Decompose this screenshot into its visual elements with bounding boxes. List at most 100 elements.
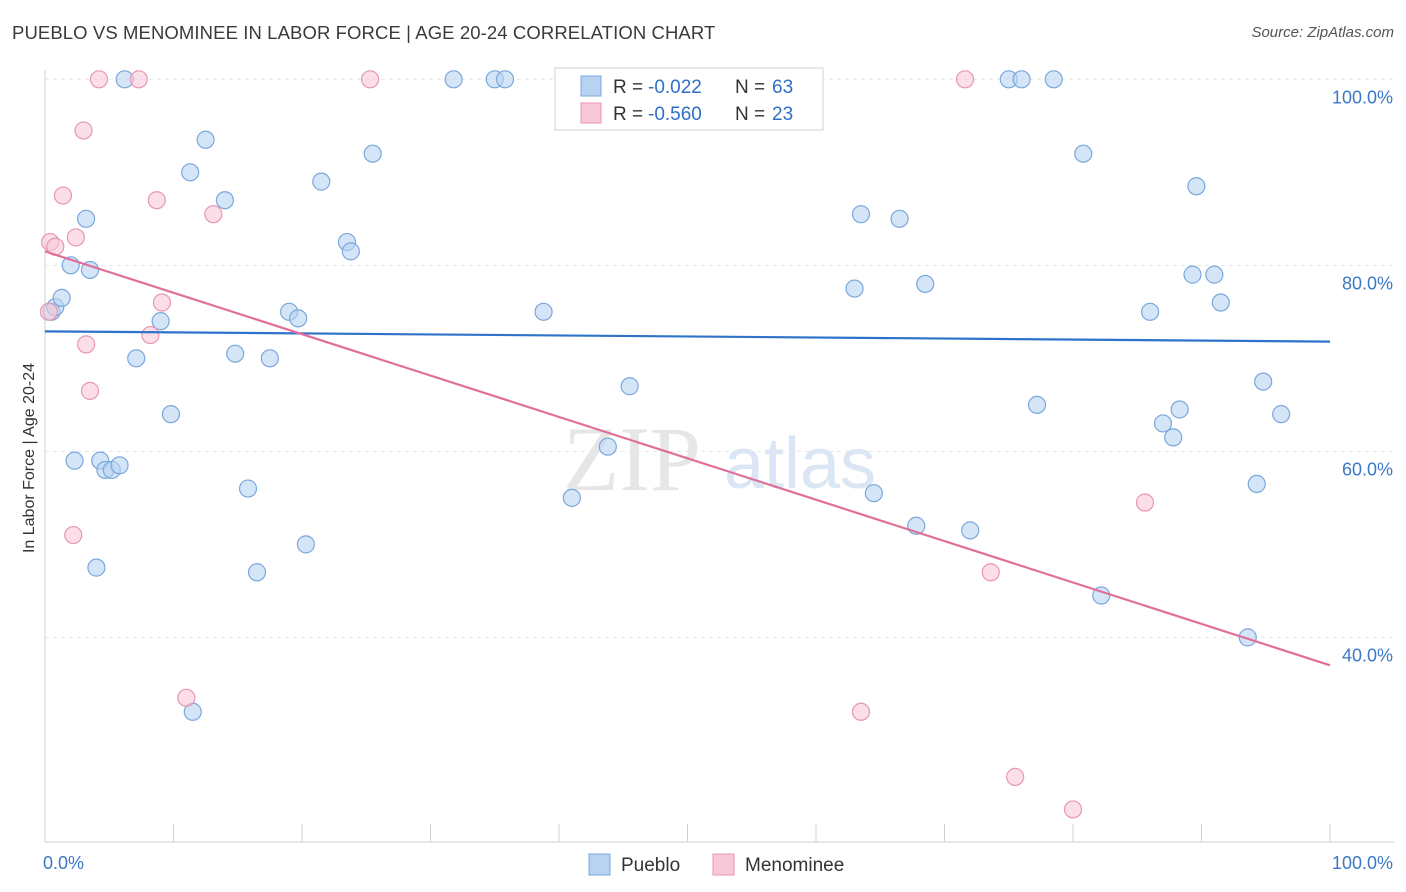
point-pueblo-19 <box>260 349 279 368</box>
point-pueblo-5 <box>77 209 96 228</box>
watermark: ZIP atlas <box>563 408 876 510</box>
point-pueblo-42 <box>916 274 935 294</box>
legend-r-value-pueblo: -0.022 <box>648 77 702 98</box>
point-menominee-6 <box>129 70 148 89</box>
point-menominee-21 <box>1063 800 1083 819</box>
bottom-legend-label-menominee: Menominee <box>745 855 844 876</box>
point-menominee-17 <box>851 702 871 721</box>
legend-r-label-menominee: R = <box>613 104 643 125</box>
chart-title: PUEBLO VS MENOMINEE IN LABOR FORCE | AGE… <box>12 22 716 43</box>
trend-line-menominee <box>44 250 1331 667</box>
point-pueblo-48 <box>1027 395 1047 414</box>
point-pueblo-61 <box>1272 405 1291 424</box>
point-pueblo-28 <box>247 563 267 582</box>
point-menominee-8 <box>204 205 223 224</box>
point-pueblo-58 <box>1211 293 1230 312</box>
point-menominee-3 <box>53 186 73 205</box>
point-menominee-15 <box>64 525 83 545</box>
point-pueblo-16 <box>151 312 170 331</box>
point-pueblo-41 <box>864 484 883 503</box>
x-tick-label-0: 0.0% <box>43 853 84 873</box>
point-menominee-13 <box>77 335 96 354</box>
point-pueblo-20 <box>161 405 181 424</box>
point-menominee-5 <box>89 70 109 89</box>
x-tick-labels: 0.0% 100.0% <box>43 853 1393 873</box>
legend-n-label-menominee: N = <box>735 104 765 125</box>
legend-r-value-menominee: -0.560 <box>648 104 702 125</box>
source-label: Source: ZipAtlas.com <box>1251 24 1394 41</box>
legend-n-label-pueblo: N = <box>735 77 765 98</box>
point-pueblo-17 <box>127 349 146 368</box>
y-tick-label-80: 80.0% <box>1342 273 1393 293</box>
point-pueblo-8 <box>181 163 200 182</box>
point-pueblo-25 <box>110 456 129 475</box>
point-pueblo-2 <box>52 288 71 307</box>
point-pueblo-53 <box>1164 428 1183 447</box>
point-pueblo-15 <box>289 309 308 328</box>
bottom-legend-swatch-pueblo <box>588 853 611 876</box>
point-menominee-20 <box>1006 767 1025 786</box>
point-pueblo-36 <box>598 437 617 456</box>
bottom-legend: Pueblo Menominee <box>588 853 844 876</box>
grid-lines <box>45 78 1394 638</box>
point-menominee-12 <box>141 325 160 345</box>
point-menominee-14 <box>80 381 100 400</box>
y-tick-labels: 40.0% 60.0% 80.0% 100.0% <box>1332 87 1393 665</box>
bottom-legend-swatch-menominee <box>712 853 735 876</box>
point-pueblo-46 <box>1044 70 1063 89</box>
point-pueblo-54 <box>1170 400 1189 419</box>
bottom-legend-label-pueblo: Pueblo <box>621 855 680 876</box>
point-pueblo-47 <box>1074 144 1093 163</box>
point-pueblo-4 <box>80 260 100 280</box>
point-pueblo-7 <box>196 130 215 149</box>
point-menominee-2 <box>66 228 85 247</box>
point-menominee-10 <box>955 70 975 89</box>
point-pueblo-38 <box>845 279 864 298</box>
point-pueblo-27 <box>87 558 106 577</box>
point-pueblo-37 <box>562 488 581 507</box>
point-pueblo-52 <box>1153 414 1173 433</box>
point-pueblo-39 <box>851 205 871 224</box>
point-pueblo-31 <box>444 70 463 89</box>
legend-n-value-pueblo: 63 <box>772 77 793 98</box>
legend-r-label-pueblo: R = <box>613 77 643 98</box>
point-menominee-16 <box>177 688 196 707</box>
point-pueblo-33 <box>495 70 515 89</box>
point-pueblo-51 <box>1140 302 1160 321</box>
legend-swatch-pueblo <box>580 75 602 97</box>
point-pueblo-18 <box>226 344 245 363</box>
y-tick-label-60: 60.0% <box>1342 459 1393 479</box>
point-menominee-18 <box>981 563 1000 582</box>
point-pueblo-35 <box>620 377 639 396</box>
point-pueblo-59 <box>1254 372 1273 391</box>
legend: R = -0.022 N = 63 R = -0.560 N = 23 <box>554 67 824 131</box>
y-tick-label-40: 40.0% <box>1342 645 1393 665</box>
point-pueblo-62 <box>1238 628 1257 647</box>
point-pueblo-10 <box>312 172 331 191</box>
trend-lines <box>44 250 1331 667</box>
watermark-atlas: atlas <box>724 424 876 504</box>
point-pueblo-55 <box>1183 265 1202 284</box>
y-tick-label-100: 100.0% <box>1332 87 1393 107</box>
point-menominee-4 <box>74 121 93 140</box>
point-pueblo-60 <box>1247 474 1266 494</box>
point-pueblo-49 <box>961 521 980 540</box>
point-menominee-9 <box>361 70 380 89</box>
point-pueblo-29 <box>296 535 315 554</box>
watermark-zip: ZIP <box>563 408 701 510</box>
data-points <box>39 70 1291 819</box>
point-pueblo-11 <box>363 144 382 163</box>
point-pueblo-56 <box>1187 177 1206 196</box>
legend-n-value-menominee: 23 <box>772 104 793 125</box>
trend-line-pueblo <box>44 330 1331 343</box>
point-pueblo-57 <box>1205 265 1224 284</box>
point-menominee-7 <box>147 191 166 210</box>
point-pueblo-13 <box>341 242 360 261</box>
point-pueblo-26 <box>238 479 258 498</box>
point-pueblo-21 <box>65 451 84 470</box>
point-menominee-11 <box>152 293 172 312</box>
point-pueblo-34 <box>534 302 553 321</box>
point-menominee-19 <box>1135 493 1155 512</box>
point-pueblo-9 <box>215 191 234 210</box>
